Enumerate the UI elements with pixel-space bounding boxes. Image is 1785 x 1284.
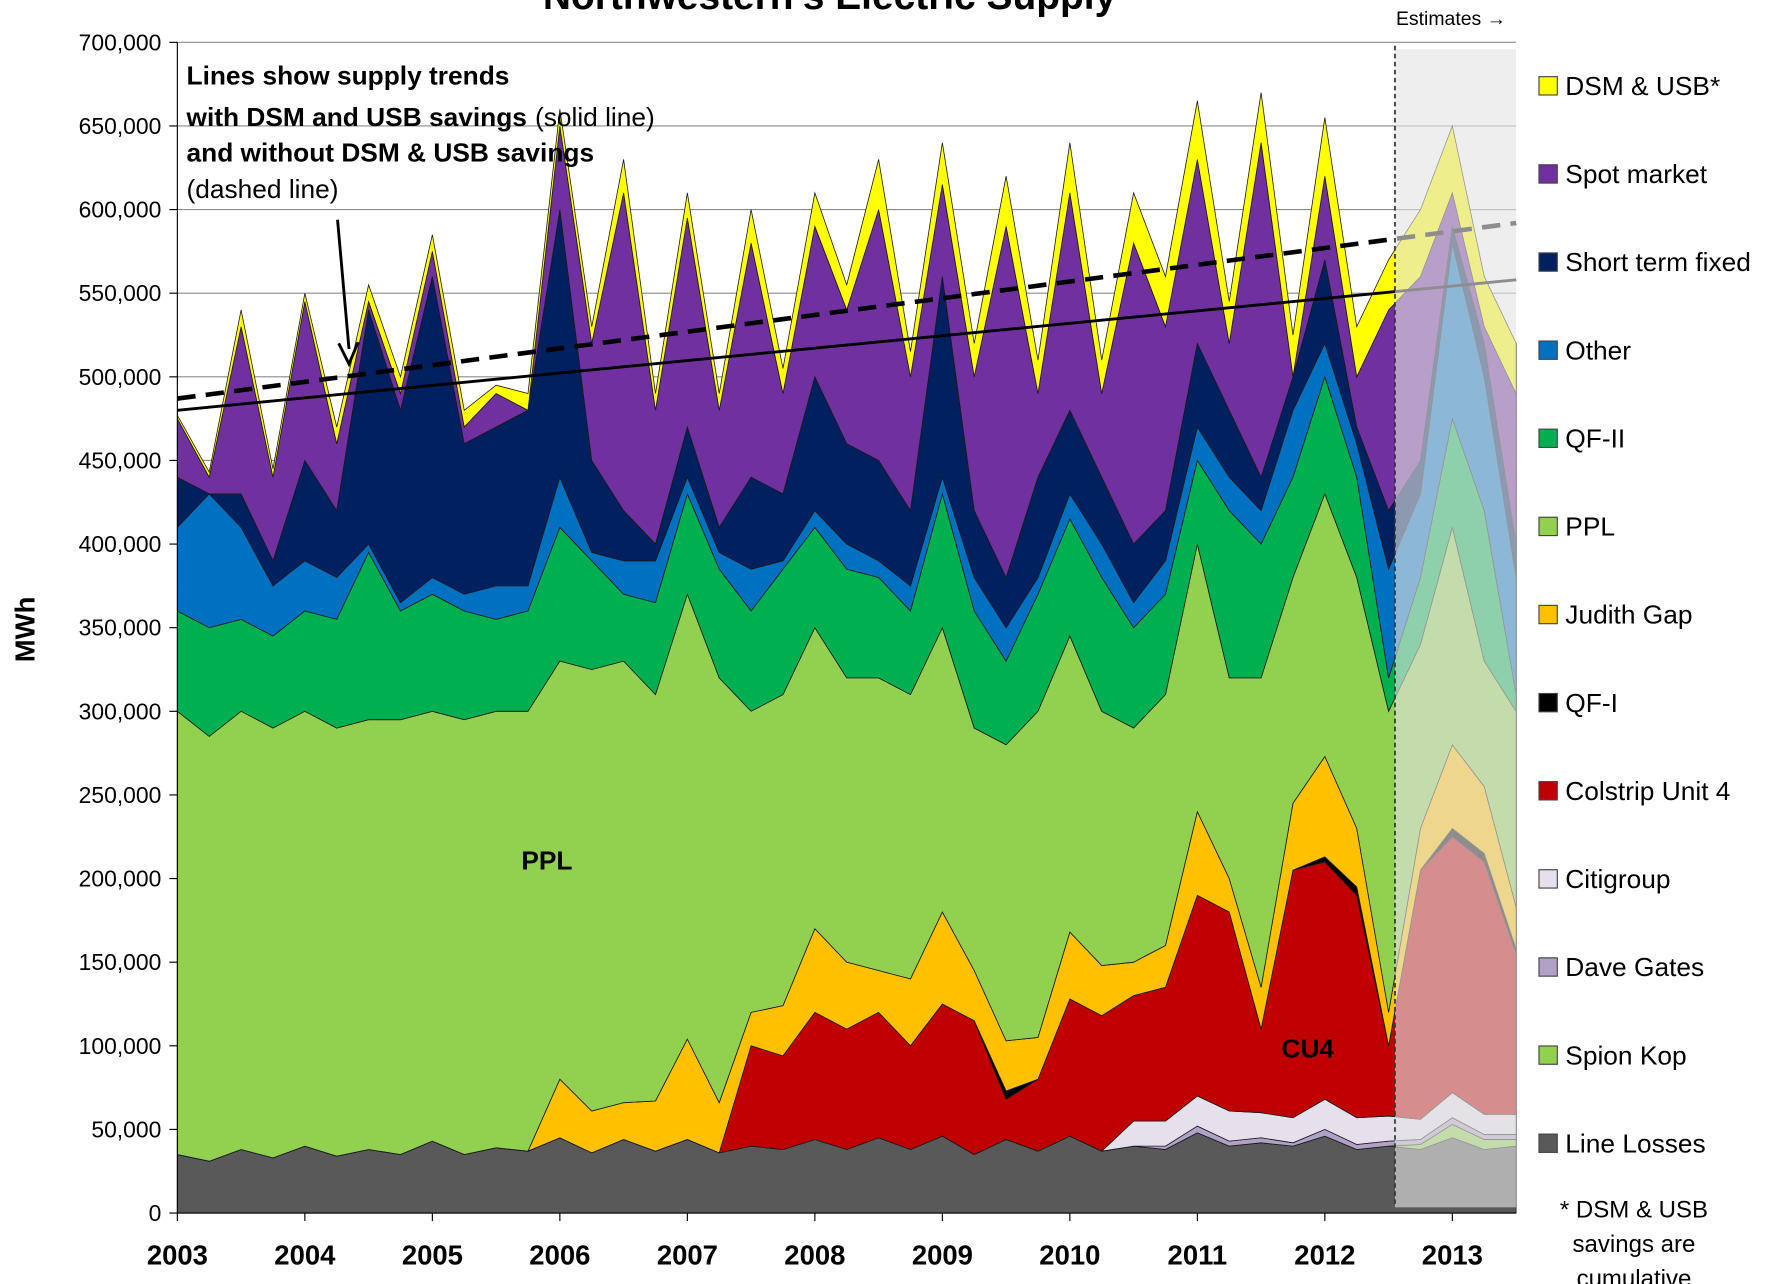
y-tick-label: 550,000 (79, 280, 162, 306)
x-tick-label: 2005 (402, 1240, 463, 1271)
areas (176, 92, 1517, 1214)
note-line: Lines show supply trends (187, 61, 510, 91)
y-tick-label: 0 (149, 1200, 162, 1226)
legend-label: Dave Gates (1565, 952, 1704, 982)
x-tick-label: 2003 (147, 1240, 208, 1271)
x-tick-label: 2009 (912, 1240, 973, 1271)
legend-label: QF-II (1565, 423, 1625, 453)
legend-swatch (1538, 252, 1558, 272)
footnote: * DSM & USB (1560, 1197, 1708, 1224)
y-tick-label: 100,000 (79, 1033, 162, 1059)
x-tick-label: 2010 (1039, 1240, 1100, 1271)
x-tick-label: 2008 (784, 1240, 845, 1271)
y-axis-label: MWh (9, 597, 40, 663)
legend-swatch (1538, 428, 1558, 449)
y-tick-label: 650,000 (79, 113, 162, 139)
legend-swatch (1538, 340, 1558, 360)
y-tick-label: 200,000 (79, 866, 162, 892)
area-label: PPL (521, 846, 572, 876)
note-line: and without DSM & USB savings (187, 137, 595, 167)
legend-label: Colstrip Unit 4 (1565, 776, 1730, 806)
legend-label: DSM & USB* (1565, 71, 1720, 101)
note-text: Lines show supply trends (187, 61, 510, 91)
labels: Lines show supply trends with DSM and USB… (186, 61, 1709, 1284)
x-tick-label: 2006 (529, 1240, 590, 1271)
legend-label: Spot market (1565, 159, 1707, 189)
axes: 0 50,000 100,000 150,000 200,000 250,000 300,0… (79, 29, 1517, 1271)
y-tick-label: 400,000 (79, 531, 162, 557)
note-arrowhead (337, 341, 360, 368)
area-label: CU4 (1282, 1033, 1335, 1063)
y-tick-label: 250,000 (79, 782, 162, 808)
legend-label: Citigroup (1565, 864, 1670, 894)
footnote: cumulative (1577, 1265, 1692, 1284)
legend-swatch (1538, 781, 1558, 801)
legend-swatch (1538, 1133, 1558, 1153)
legend-swatch (1538, 516, 1558, 537)
y-tick-label: 700,000 (79, 29, 162, 55)
legend-label: QF-I (1565, 688, 1618, 718)
y-tick-label: 300,000 (79, 698, 162, 724)
estimates-overlay (1394, 45, 1517, 1208)
y-tick-label: 50,000 (91, 1116, 161, 1142)
y-tick-label: 500,000 (79, 364, 162, 390)
legend-swatch (1538, 692, 1558, 713)
y-tick-label: 350,000 (79, 615, 162, 641)
estimates-label: Estimates → (1396, 8, 1506, 30)
legend-label: Short term fixed (1565, 247, 1751, 277)
x-tick-label: 2013 (1422, 1240, 1483, 1271)
x-tick-label: 2012 (1294, 1240, 1355, 1271)
note-line: (dashed line) (187, 174, 339, 204)
y-tick-label: 150,000 (79, 949, 162, 975)
x-tick-label: 2007 (657, 1240, 718, 1271)
legend-swatch (1538, 869, 1558, 889)
estimates-shade (1394, 49, 1517, 1208)
legend-label: Spion Kop (1565, 1040, 1686, 1070)
trend-line (177, 220, 1517, 401)
legend-swatch (1538, 76, 1558, 96)
legend-swatch (1538, 1045, 1558, 1065)
note-arrow (336, 219, 351, 350)
legend-label: Other (1565, 335, 1631, 365)
note-text: (solid line) (535, 102, 655, 132)
legend-swatch (1538, 957, 1558, 977)
trend-line (177, 278, 1517, 412)
chart-title: Northwestern's Electric Supply (543, 0, 1117, 18)
note-text: with DSM and USB savings (186, 102, 527, 132)
y-tick-label: 600,000 (79, 197, 162, 223)
legend: DSM & USB* Spot market Short term fixed Oth… (1538, 71, 1751, 1158)
legend-label: PPL (1565, 512, 1615, 542)
trend-lines (177, 220, 1517, 412)
x-tick-label: 2011 (1168, 1240, 1228, 1271)
legend-label: Line Losses (1565, 1128, 1705, 1158)
note-text: (dashed line) (187, 174, 339, 204)
footnote: savings are (1573, 1231, 1696, 1258)
note-line: with DSM and USB savings (solid line) (186, 102, 655, 132)
legend-label: Judith Gap (1565, 600, 1692, 630)
legend-swatch (1538, 604, 1558, 625)
legend-swatch (1538, 164, 1558, 184)
y-tick-label: 450,000 (79, 447, 162, 473)
x-tick-label: 2004 (274, 1240, 336, 1271)
note-text: and without DSM & USB savings (187, 137, 595, 167)
